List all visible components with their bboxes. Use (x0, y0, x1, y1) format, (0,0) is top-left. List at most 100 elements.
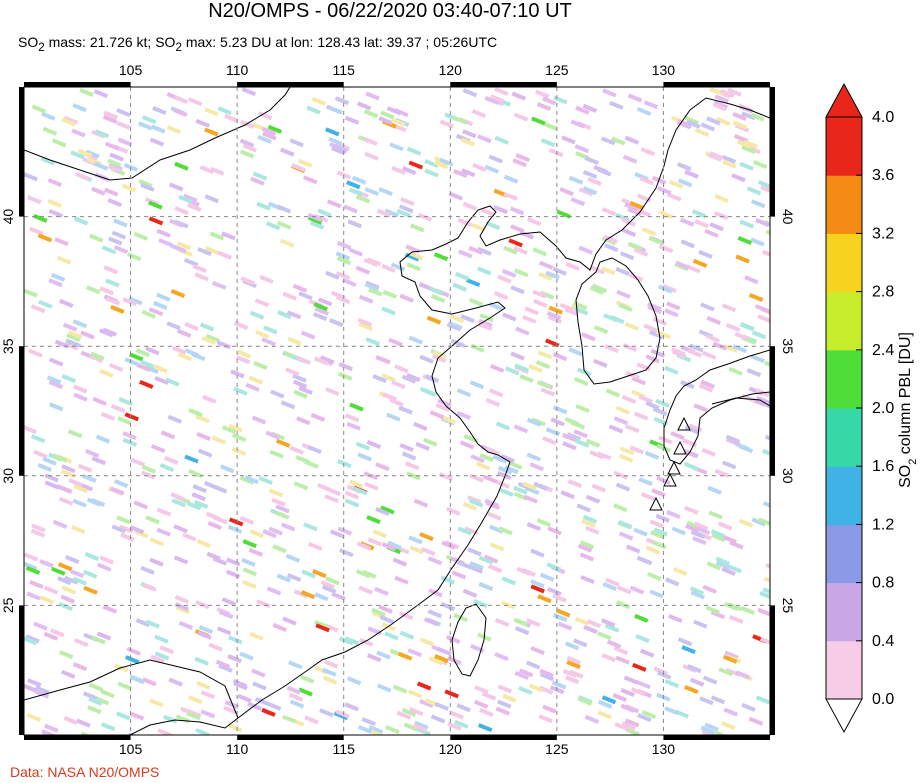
so2-pixel (573, 429, 588, 439)
so2-pixel (545, 270, 560, 280)
so2-pixel (401, 707, 417, 717)
so2-pixel (468, 245, 483, 255)
so2-pixel (174, 594, 190, 604)
so2-pixel (693, 619, 708, 629)
so2-pixel (328, 136, 343, 146)
so2-pixel (335, 271, 351, 281)
so2-pixel (184, 322, 199, 331)
so2-pixel (248, 375, 264, 385)
so2-pixel (26, 591, 41, 601)
so2-pixel (589, 450, 604, 460)
colorbar-segment (826, 291, 862, 351)
so2-pixel (322, 667, 337, 677)
so2-pixel (58, 650, 74, 660)
frame-bar-top (237, 82, 344, 87)
so2-pixel (453, 115, 468, 125)
so2-pixel (695, 526, 711, 536)
so2-pixel (129, 675, 144, 684)
so2-pixel (117, 416, 132, 426)
so2-pixel (751, 517, 767, 527)
so2-pixel (429, 410, 445, 420)
so2-pixel (655, 398, 670, 408)
so2-pixel (542, 96, 557, 106)
so2-pixel (265, 221, 281, 231)
so2-pixel (510, 351, 525, 361)
so2-pixel (167, 414, 183, 424)
so2-pixel (228, 517, 244, 527)
so2-pixel (326, 199, 342, 209)
so2-pixel (344, 636, 360, 646)
lon-tick-top: 125 (545, 62, 569, 78)
so2-pixel (494, 87, 509, 96)
so2-pixel (602, 88, 617, 98)
so2-pixel (130, 457, 146, 467)
so2-pixel (460, 137, 476, 147)
so2-pixel (345, 180, 361, 190)
colorbar-tick-label: 1.2 (872, 516, 894, 533)
lat-tick-left: 30 (0, 468, 16, 484)
lat-tick-left: 40 (0, 209, 16, 225)
so2-pixel (725, 322, 741, 332)
so2-pixel (616, 289, 631, 299)
so2-pixel (750, 112, 765, 122)
so2-pixel (728, 366, 743, 376)
so2-pixel (513, 245, 528, 255)
so2-pixel (372, 529, 388, 539)
so2-pixel (233, 386, 248, 396)
so2-pixel (468, 297, 484, 307)
so2-pixel (488, 388, 504, 398)
so2-pixel (645, 545, 661, 555)
so2-pixel (479, 707, 494, 717)
so2-pixel (711, 533, 726, 543)
so2-pixel (653, 527, 668, 537)
so2-pixel (596, 631, 612, 641)
so2-pixel (763, 576, 770, 586)
so2-pixel (122, 297, 137, 307)
so2-pixel (259, 274, 274, 284)
so2-pixel (547, 314, 563, 324)
so2-pixel (73, 392, 88, 402)
so2-pixel (652, 540, 667, 550)
so2-pixel (113, 245, 129, 255)
so2-pixel (512, 158, 527, 168)
so2-pixel (145, 346, 160, 356)
so2-pixel (245, 382, 260, 392)
so2-pixel (573, 638, 588, 648)
so2-pixel (422, 437, 438, 447)
so2-pixel (689, 677, 705, 687)
so2-pixel (615, 600, 631, 610)
so2-pixel (83, 691, 98, 701)
so2-pixel (468, 498, 484, 508)
so2-pixel (710, 529, 726, 539)
so2-pixel (335, 251, 351, 261)
so2-pixel (371, 607, 386, 617)
so2-pixel (667, 192, 682, 202)
so2-pixel (344, 490, 360, 500)
so2-pixel (113, 218, 128, 228)
so2-pixel (625, 370, 640, 380)
so2-pixel (531, 116, 546, 126)
so2-pixel (202, 394, 217, 404)
so2-pixel (324, 387, 340, 397)
so2-pixel (279, 238, 295, 248)
so2-pixel (487, 564, 503, 574)
so2-pixel (593, 325, 609, 335)
so2-pixel (195, 600, 210, 610)
so2-pixel (177, 352, 193, 362)
so2-pixel (102, 114, 118, 124)
so2-pixel (552, 266, 567, 276)
so2-pixel (197, 247, 212, 257)
so2-pixel (391, 166, 406, 175)
so2-pixel (368, 287, 383, 297)
so2-pixel (714, 211, 729, 221)
so2-pixel (154, 634, 169, 644)
frame-bar-right (770, 346, 775, 476)
so2-pixel (461, 168, 476, 178)
so2-pixel (239, 651, 254, 661)
so2-pixel (48, 357, 64, 367)
so2-pixel (372, 374, 387, 384)
so2-pixel (381, 373, 396, 383)
so2-pixel (41, 111, 56, 121)
so2-pixel (513, 485, 528, 495)
so2-pixel (249, 310, 265, 320)
